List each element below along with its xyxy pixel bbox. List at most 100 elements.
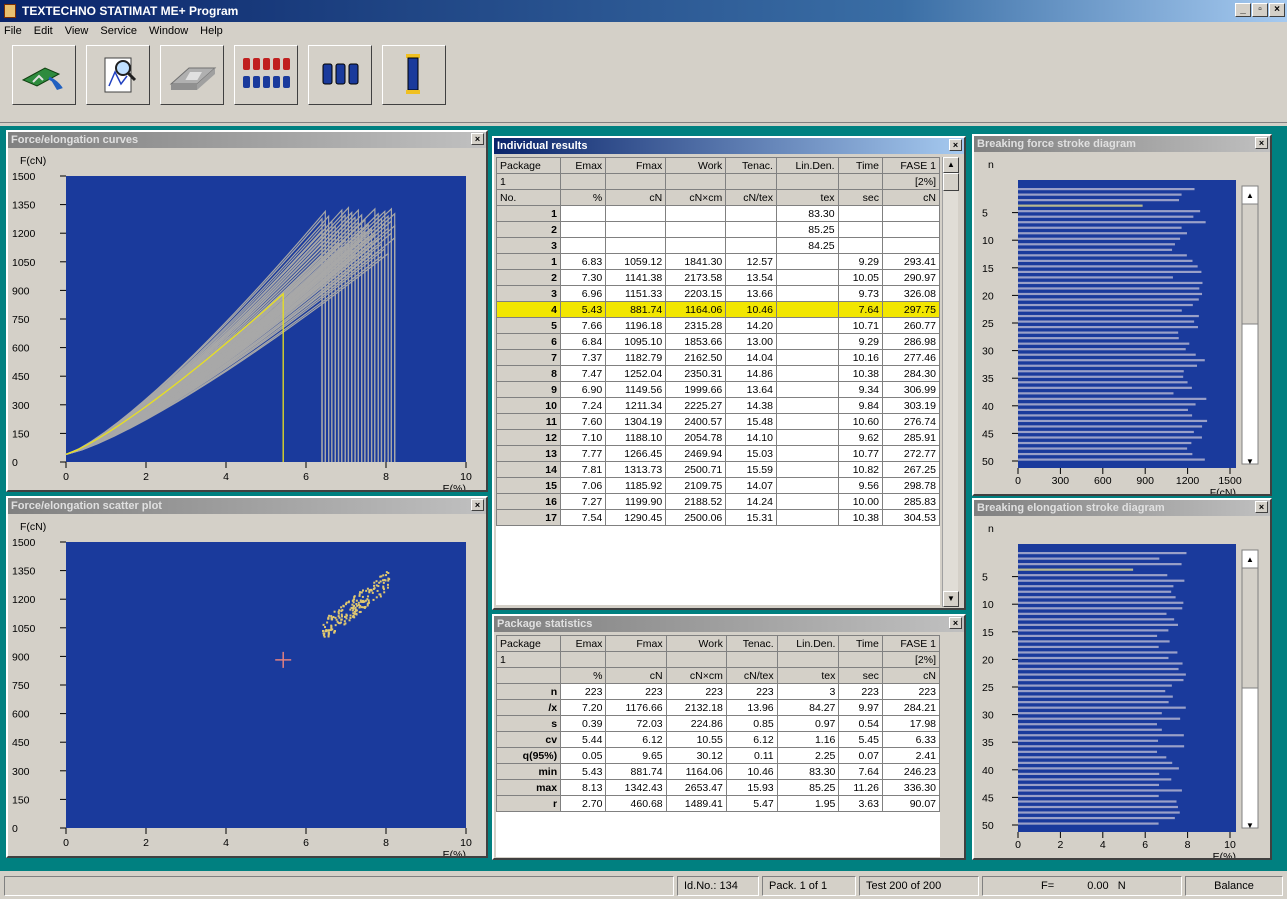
table-cell bbox=[775, 397, 839, 414]
scatter-point bbox=[341, 615, 344, 618]
table-row[interactable]: max 8.13 1342.43 2653.47 15.93 85.25 11.26 336.… bbox=[496, 779, 940, 796]
table-row[interactable]: 3 84.25 bbox=[496, 237, 940, 254]
table-row[interactable]: q(95%) 0.05 9.65 30.12 0.11 2.25 0.07 2.41 bbox=[496, 747, 940, 764]
y-tick-label: 150 bbox=[12, 428, 30, 440]
table-row[interactable]: r 2.70 460.68 1489.41 5.47 1.95 3.63 90.07 bbox=[496, 795, 940, 812]
scroll-up-icon[interactable]: ▲ bbox=[943, 157, 959, 173]
close-icon[interactable]: × bbox=[1255, 137, 1268, 149]
minimize-button[interactable]: _ bbox=[1235, 3, 1251, 17]
table-row[interactable]: 5 7.66 1196.18 2315.28 14.20 10.71 260.77 bbox=[496, 317, 940, 334]
scatter-point bbox=[379, 575, 382, 578]
close-button[interactable]: × bbox=[1269, 3, 1285, 17]
table-cell: 1188.10 bbox=[605, 429, 667, 446]
table-row[interactable]: 6 6.84 1095.10 1853.66 13.00 9.29 286.98 bbox=[496, 333, 940, 350]
single-bobbin-button[interactable] bbox=[382, 45, 446, 105]
table-row[interactable]: 1 83.30 bbox=[496, 205, 940, 222]
scatter-point bbox=[380, 575, 383, 578]
table-row[interactable]: s 0.39 72.03 224.86 0.85 0.97 0.54 17.98 bbox=[496, 715, 940, 732]
close-icon[interactable]: × bbox=[949, 139, 962, 151]
scatter-point bbox=[337, 615, 340, 618]
scatter-point bbox=[340, 618, 343, 621]
scatter-point bbox=[340, 613, 343, 616]
scatter-point bbox=[345, 601, 348, 604]
table-row[interactable]: cv 5.44 6.12 10.55 6.12 1.16 5.45 6.33 bbox=[496, 731, 940, 748]
stroke-bar bbox=[1018, 232, 1187, 235]
table-row[interactable]: 14 7.81 1313.73 2500.71 15.59 10.82 267.25 bbox=[496, 461, 940, 478]
menu-help[interactable]: Help bbox=[200, 25, 223, 37]
table-header-row: Package Emax Fmax Work Tenac. Lin.Den. Time FAS… bbox=[496, 157, 940, 174]
plot-area bbox=[66, 542, 466, 828]
close-icon[interactable]: × bbox=[1255, 501, 1268, 513]
table-cell: 7.64 bbox=[838, 763, 883, 780]
scroll-thumb[interactable] bbox=[943, 173, 959, 191]
multi-bobbin-button[interactable] bbox=[234, 45, 298, 105]
table-row[interactable]: 3 6.96 1151.33 2203.15 13.66 9.73 326.08 bbox=[496, 285, 940, 302]
menu-window[interactable]: Window bbox=[149, 25, 189, 37]
table-row[interactable]: 8 7.47 1252.04 2350.31 14.86 10.38 284.30 bbox=[496, 365, 940, 382]
table-cell: % bbox=[559, 189, 607, 206]
stroke-bar bbox=[1018, 684, 1172, 687]
table-cell: cN/tex bbox=[725, 667, 778, 684]
y-tick-label: 25 bbox=[982, 318, 994, 330]
table-row[interactable]: 16 7.27 1199.90 2188.52 14.24 10.00 285.83 bbox=[496, 493, 940, 510]
scroll-down-icon[interactable]: ▼ bbox=[943, 591, 959, 607]
table-row[interactable]: 15 7.06 1185.92 2109.75 14.07 9.56 298.78 bbox=[496, 477, 940, 494]
table-cell: 1211.34 bbox=[605, 397, 667, 414]
table-row[interactable]: 11 7.60 1304.19 2400.57 15.48 10.60 276.74 bbox=[496, 413, 940, 430]
close-icon[interactable]: × bbox=[471, 133, 484, 145]
table-cell: 2132.18 bbox=[665, 699, 727, 716]
close-icon[interactable]: × bbox=[471, 499, 484, 511]
menu-file[interactable]: File bbox=[4, 25, 22, 37]
restore-button[interactable]: ▫ bbox=[1252, 3, 1268, 17]
scatter-point bbox=[352, 598, 355, 601]
table-row[interactable]: /x 7.20 1176.66 2132.18 13.96 84.27 9.97 284.21 bbox=[496, 699, 940, 716]
table-row[interactable]: 10 7.24 1211.34 2225.27 14.38 9.84 303.19 bbox=[496, 397, 940, 414]
y-tick-label: 1350 bbox=[12, 200, 36, 212]
table-cell: Tenac. bbox=[725, 635, 778, 652]
table-cell: 12 bbox=[496, 429, 561, 446]
sample-plate-button[interactable] bbox=[160, 45, 224, 105]
machine-button[interactable] bbox=[12, 45, 76, 105]
table-cell: 272.77 bbox=[882, 445, 940, 462]
menu-edit[interactable]: Edit bbox=[33, 25, 53, 37]
table-cell bbox=[665, 221, 727, 238]
curve-group bbox=[65, 206, 396, 462]
table-cell: 6.12 bbox=[725, 731, 778, 748]
table-cell: 1151.33 bbox=[605, 285, 667, 302]
stroke-bar bbox=[1018, 259, 1193, 262]
results-scrollbar[interactable]: ▲ ▼ bbox=[942, 157, 959, 607]
force-elongation-curve bbox=[65, 231, 392, 462]
table-cell: 336.30 bbox=[881, 779, 940, 796]
table-row[interactable]: 17 7.54 1290.45 2500.06 15.31 10.38 304.53 bbox=[496, 509, 940, 526]
stroke-bar bbox=[1018, 281, 1203, 285]
stroke-bar bbox=[1018, 425, 1203, 428]
table-cell: 8 bbox=[496, 365, 561, 382]
stroke-bar bbox=[1018, 370, 1184, 373]
table-cell: 286.98 bbox=[882, 333, 940, 350]
table-cell: 7.37 bbox=[559, 349, 607, 366]
table-cell: 13.96 bbox=[725, 699, 778, 716]
report-preview-button[interactable] bbox=[86, 45, 150, 105]
table-cell: 6.96 bbox=[559, 285, 607, 302]
status-pack: Pack. 1 of 1 bbox=[762, 876, 856, 896]
table-cell: 9.97 bbox=[838, 699, 883, 716]
table-row[interactable]: 7 7.37 1182.79 2162.50 14.04 10.16 277.46 bbox=[496, 349, 940, 366]
table-row[interactable]: 1 6.83 1059.12 1841.30 12.57 9.29 293.41 bbox=[496, 253, 940, 270]
three-bobbin-button[interactable] bbox=[308, 45, 372, 105]
menu-view[interactable]: View bbox=[64, 25, 89, 37]
stroke-bar bbox=[1018, 270, 1202, 273]
table-cell: 1.16 bbox=[776, 731, 840, 748]
table-row[interactable]: 9 6.90 1149.56 1999.66 13.64 9.34 306.99 bbox=[496, 381, 940, 398]
table-row[interactable]: 12 7.10 1188.10 2054.78 14.10 9.62 285.91 bbox=[496, 429, 940, 446]
table-row[interactable]: min 5.43 881.74 1164.06 10.46 83.30 7.64 246.23 bbox=[496, 763, 940, 780]
menu-service[interactable]: Service bbox=[100, 25, 138, 37]
table-cell: 2.25 bbox=[776, 747, 840, 764]
scatter-point bbox=[366, 598, 369, 601]
close-icon[interactable]: × bbox=[949, 617, 962, 629]
table-row[interactable]: 4 5.43 881.74 1164.06 10.46 7.64 297.75 bbox=[496, 301, 940, 318]
table-row[interactable]: 13 7.77 1266.45 2469.94 15.03 10.77 272.77 bbox=[496, 445, 940, 462]
table-row[interactable]: n 223 223 223 223 3 223 223 bbox=[496, 683, 940, 700]
table-cell: 1 bbox=[496, 173, 561, 190]
table-row[interactable]: 2 7.30 1141.38 2173.58 13.54 10.05 290.97 bbox=[496, 269, 940, 286]
table-row[interactable]: 2 85.25 bbox=[496, 221, 940, 238]
